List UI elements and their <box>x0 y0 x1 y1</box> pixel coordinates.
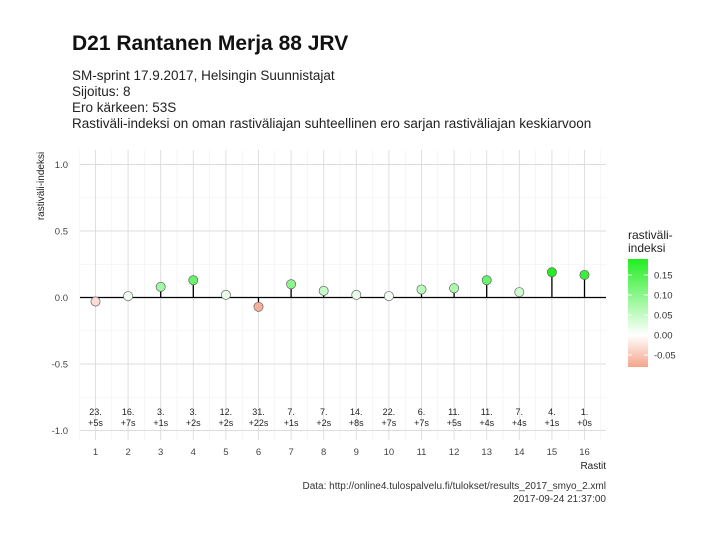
x-tick-label: 13 <box>481 447 492 458</box>
x-tick-label: 10 <box>384 447 395 458</box>
data-point <box>579 269 590 280</box>
data-point <box>155 281 166 292</box>
rank-label: 12. <box>220 407 233 417</box>
legend-title: rastiväli- <box>628 228 673 242</box>
rank-label: 7. <box>516 407 524 417</box>
data-point <box>449 283 460 294</box>
x-axis-title: Rastit <box>580 461 606 472</box>
time-diff-label: +22s <box>249 418 269 428</box>
data-point <box>220 289 231 300</box>
x-tick-label: 12 <box>449 447 460 458</box>
rank-label: 11. <box>481 407 493 417</box>
subtitle-event: SM-sprint 17.9.2017, Helsingin Suunnista… <box>72 68 335 83</box>
timestamp-caption: 2017-09-24 21:37:00 <box>513 494 606 505</box>
rank-label: 31. <box>252 407 265 417</box>
time-diff-label: +5s <box>88 418 103 428</box>
time-diff-label: +2s <box>186 418 201 428</box>
chart-title: D21 Rantanen Merja 88 JRV <box>72 32 349 55</box>
data-point <box>318 285 329 296</box>
x-tick-label: 7 <box>288 447 293 458</box>
subtitle-gap: Ero kärkeen: 53S <box>72 100 177 115</box>
legend-colorbar <box>628 259 648 367</box>
y-tick-label: 1.0 <box>55 160 68 171</box>
y-tick-label: -1.0 <box>52 426 68 437</box>
data-point <box>286 279 297 290</box>
time-diff-label: +1s <box>545 418 560 428</box>
rank-label: 14. <box>350 407 363 417</box>
legend-tick-label: 0.05 <box>654 311 673 322</box>
rank-label: 7. <box>320 407 328 417</box>
legend-tick-label: 0.10 <box>654 291 673 302</box>
x-tick-label: 1 <box>93 447 98 458</box>
time-diff-label: +1s <box>153 418 168 428</box>
data-point <box>416 284 427 295</box>
rank-label: 7. <box>287 407 295 417</box>
time-diff-label: +1s <box>284 418 299 428</box>
x-tick-label: 14 <box>514 447 525 458</box>
time-diff-label: +8s <box>349 418 364 428</box>
data-point <box>188 275 199 286</box>
x-tick-label: 2 <box>125 447 130 458</box>
x-tick-label: 9 <box>354 447 359 458</box>
data-point <box>514 287 525 298</box>
data-point <box>351 289 362 300</box>
data-point <box>481 275 492 286</box>
x-tick-label: 5 <box>223 447 228 458</box>
x-tick-label: 4 <box>191 447 196 458</box>
data-point <box>90 296 101 307</box>
x-tick-label: 8 <box>321 447 326 458</box>
rank-label: 3. <box>190 407 198 417</box>
data-point <box>546 267 557 278</box>
rank-label: 16. <box>122 407 135 417</box>
time-diff-label: +0s <box>577 418 592 428</box>
subtitle-description: Rastiväli-indeksi on oman rastiväliajan … <box>72 116 592 131</box>
rank-label: 23. <box>89 407 102 417</box>
x-tick-label: 11 <box>417 447 427 458</box>
data-point <box>253 301 264 312</box>
time-diff-label: +7s <box>414 418 429 428</box>
legend-title: indeksi <box>628 241 665 255</box>
time-diff-label: +2s <box>316 418 331 428</box>
legend-tick-label: 0.00 <box>654 331 673 342</box>
rank-label: 4. <box>548 407 556 417</box>
rank-label: 22. <box>383 407 396 417</box>
legend-tick-label: -0.05 <box>654 351 676 362</box>
data-point <box>383 291 394 302</box>
y-tick-label: 0.5 <box>55 227 68 238</box>
x-tick-label: 16 <box>579 447 590 458</box>
rank-label: 6. <box>418 407 426 417</box>
rank-label: 11. <box>448 407 460 417</box>
rank-label: 1. <box>581 407 589 417</box>
data-point <box>123 291 134 302</box>
rank-label: 3. <box>157 407 165 417</box>
y-tick-label: 0.0 <box>55 293 68 304</box>
time-diff-label: +4s <box>512 418 527 428</box>
legend-tick-label: 0.15 <box>654 271 673 282</box>
x-tick-label: 6 <box>256 447 261 458</box>
time-diff-label: +4s <box>479 418 494 428</box>
x-tick-label: 3 <box>158 447 163 458</box>
y-tick-label: -0.5 <box>52 360 68 371</box>
y-axis-title: rastiväli-indeksi <box>36 152 47 220</box>
time-diff-label: +5s <box>447 418 462 428</box>
time-diff-label: +7s <box>121 418 136 428</box>
time-diff-label: +2s <box>219 418 234 428</box>
x-tick-label: 15 <box>547 447 558 458</box>
data-source-caption: Data: http://online4.tulospalvelu.fi/tul… <box>302 481 606 492</box>
time-diff-label: +7s <box>382 418 397 428</box>
subtitle-rank: Sijoitus: 8 <box>72 84 131 99</box>
